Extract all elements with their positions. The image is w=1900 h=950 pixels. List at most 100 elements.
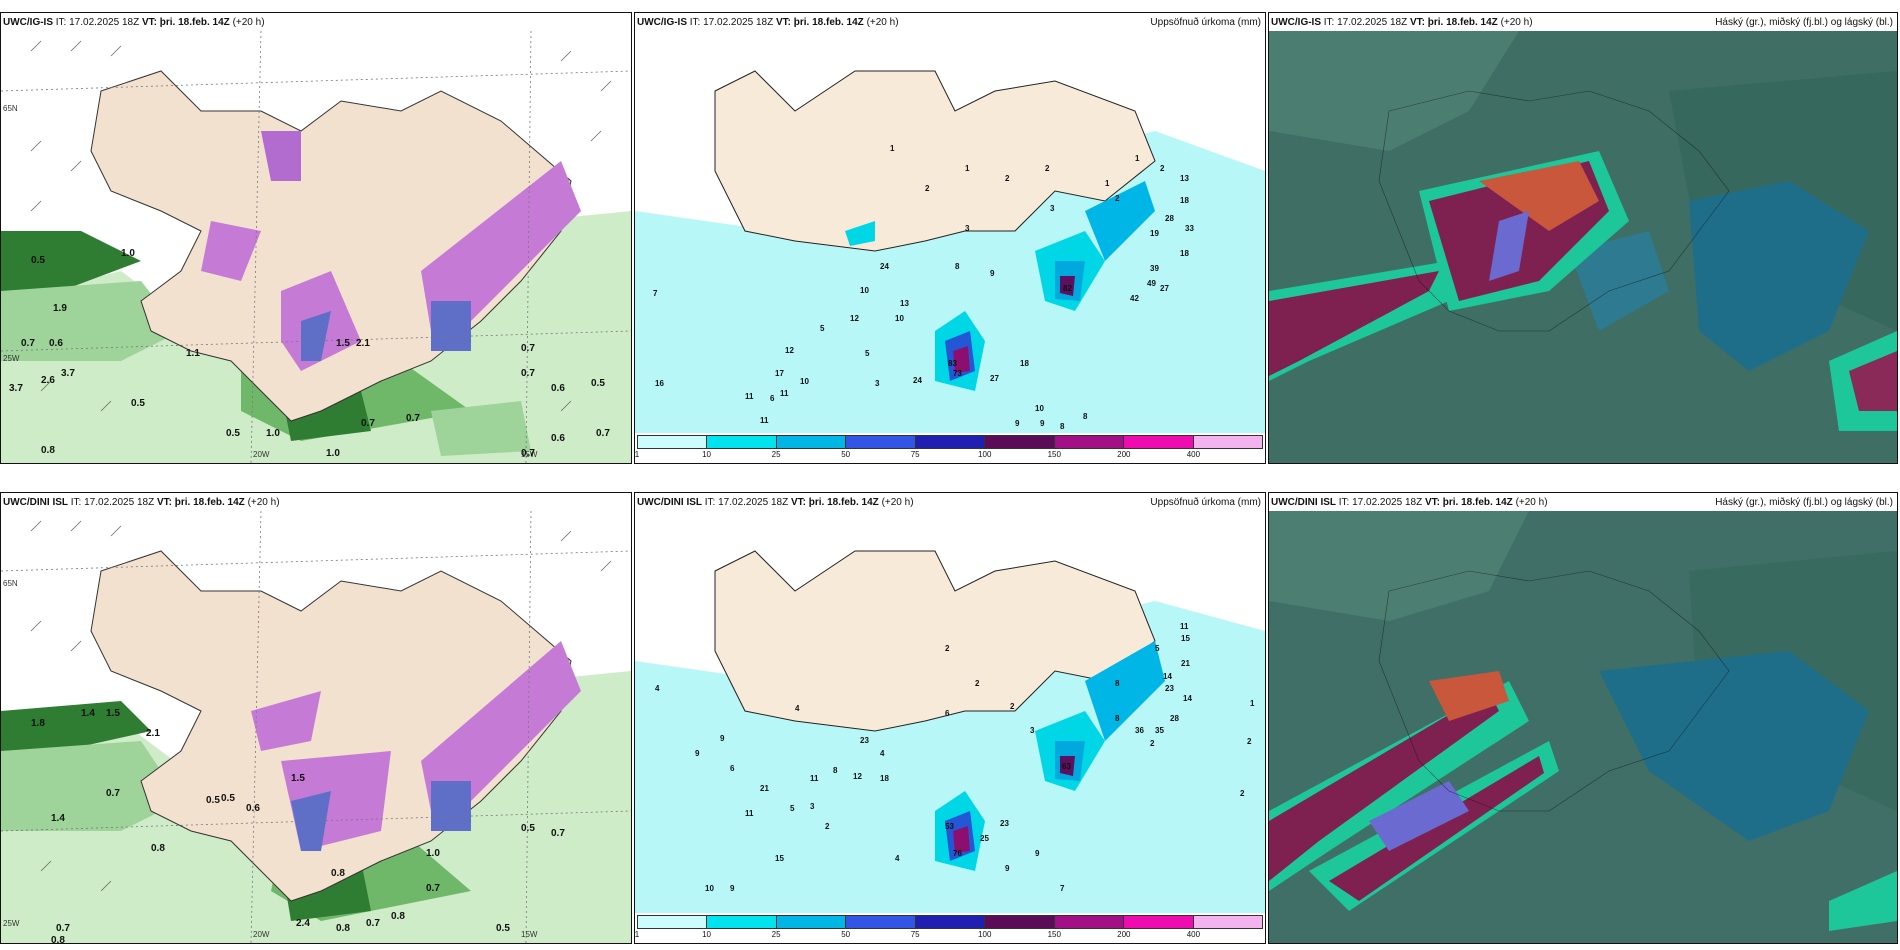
value-label: 27 (990, 374, 999, 383)
value-label: 1.0 (426, 848, 440, 859)
value-label: 0.8 (41, 445, 55, 456)
value-label: 13 (900, 299, 909, 308)
value-label: 0.8 (51, 935, 65, 943)
value-label: 8 (1060, 422, 1065, 431)
value-label: 18 (1180, 196, 1189, 205)
value-label: 0.7 (551, 828, 565, 839)
value-label: 0.6 (49, 338, 63, 349)
value-label: 2 (1160, 164, 1165, 173)
colorbar-tick: 10 (702, 450, 711, 459)
value-label: 12 (850, 314, 859, 323)
colorbar-swatch (1124, 436, 1194, 448)
colorbar-swatch (915, 916, 986, 928)
value-label: 0.5 (206, 795, 220, 806)
colorbar-tick: 400 (1186, 450, 1201, 459)
value-label: 0.8 (151, 843, 165, 854)
value-label: 0.5 (131, 398, 145, 409)
value-label: 76 (953, 849, 962, 858)
value-label: 0.8 (331, 868, 345, 879)
value-label: 1.1 (186, 348, 200, 359)
panel-right-title: Uppsöfnuð úrkoma (mm) (1150, 497, 1261, 508)
value-label: 10 (705, 884, 714, 893)
value-label: 63 (1062, 762, 1071, 771)
value-label: 0.7 (366, 918, 380, 929)
value-label: 0.8 (336, 923, 350, 934)
colorbar-tick: 1 (634, 930, 640, 939)
colorbar-swatch (1054, 436, 1125, 448)
value-label: 23 (1000, 819, 1009, 828)
value-label: 2 (1247, 737, 1252, 746)
precip-panel-top: UWC/IG-IS IT: 17.02.2025 18Z VT: þri. 18… (634, 12, 1266, 464)
wind-map: 65N 25W 20W 15W 1.8 1.4 1.5 0.5 0.7 1.4 … (1, 510, 631, 943)
colorbar-tick: 100 (978, 450, 992, 459)
cloud-map (1269, 511, 1897, 943)
value-label: 27 (1160, 284, 1169, 293)
value-label: 11 (760, 416, 769, 425)
value-label: 8 (1115, 679, 1120, 688)
value-label: 1.0 (326, 448, 340, 459)
value-label: 0.7 (521, 448, 535, 459)
wind-map: 65N 25W 20W 15W 0.5 1.0 0.7 0.6 1.9 3.7 … (1, 30, 631, 463)
panel-right-title: Háský (gr.), miðský (fj.bl.) og lágský (… (1715, 497, 1893, 508)
colorbar-swatch (707, 916, 777, 928)
value-label: 23 (860, 736, 869, 745)
value-label: 10 (800, 377, 809, 386)
colorbar-swatch (1124, 916, 1194, 928)
value-label: 1.5 (291, 773, 305, 784)
colorbar-swatch (638, 436, 708, 448)
value-label: 3 (1050, 204, 1055, 213)
grid-label: 15W (521, 930, 538, 939)
value-label: 23 (1165, 684, 1174, 693)
value-label: 1.9 (53, 303, 67, 314)
value-label: 11 (745, 809, 754, 818)
value-label: 83 (948, 359, 957, 368)
value-label: 0.5 (496, 923, 510, 934)
colorbar-tick: 10 (702, 930, 711, 939)
colorbar-swatch (776, 436, 847, 448)
value-label: 8 (833, 766, 838, 775)
value-label: 0.7 (406, 413, 420, 424)
value-label: 4 (895, 854, 900, 863)
value-label: 6 (730, 764, 735, 773)
value-label: 49 (1147, 279, 1156, 288)
value-label: 3 (810, 802, 815, 811)
value-label: 7 (1060, 884, 1065, 893)
value-label: 19 (1150, 229, 1159, 238)
colorbar-tick: 25 (771, 930, 781, 939)
value-label: 0.5 (31, 255, 45, 266)
value-label: 39 (1150, 264, 1159, 273)
value-label: 0.7 (596, 428, 610, 439)
value-label: 2 (1240, 789, 1245, 798)
colorbar-swatch (915, 436, 986, 448)
colorbar-tick: 75 (910, 930, 920, 939)
value-label: 11 (810, 774, 819, 783)
value-label: 9 (1040, 419, 1045, 428)
value-label: 1.8 (31, 718, 45, 729)
value-label: 15 (1181, 634, 1190, 643)
value-label: 1.0 (266, 428, 280, 439)
value-label: 2 (1005, 174, 1010, 183)
grid-label: 15W (521, 450, 538, 459)
value-label: 12 (853, 772, 862, 781)
value-label: 2 (925, 184, 930, 193)
value-label: 18 (880, 774, 889, 783)
value-label: 5 (865, 349, 870, 358)
panel-title: UWC/IG-IS IT: 17.02.2025 18Z VT: þri. 18… (1271, 17, 1533, 28)
value-label: 2 (945, 644, 950, 653)
value-label: 1.0 (121, 248, 135, 259)
value-label: 24 (913, 376, 922, 385)
value-label: 6 (945, 709, 950, 718)
grid-label: 20W (253, 450, 270, 459)
value-label: 21 (760, 784, 769, 793)
panel-title: UWC/DINI ISL IT: 17.02.2025 18Z VT: þri.… (3, 497, 280, 508)
grid-label: 65N (3, 579, 18, 588)
value-label: 1.4 (51, 813, 65, 824)
value-label: 12 (785, 346, 794, 355)
value-label: 3 (875, 379, 880, 388)
value-label: 25 (980, 834, 989, 843)
colorbar-swatch (707, 436, 777, 448)
colorbar-tick: 400 (1186, 930, 1201, 939)
grid-label: 20W (253, 930, 270, 939)
colorbar-swatch (846, 916, 916, 928)
value-label: 10 (860, 286, 869, 295)
